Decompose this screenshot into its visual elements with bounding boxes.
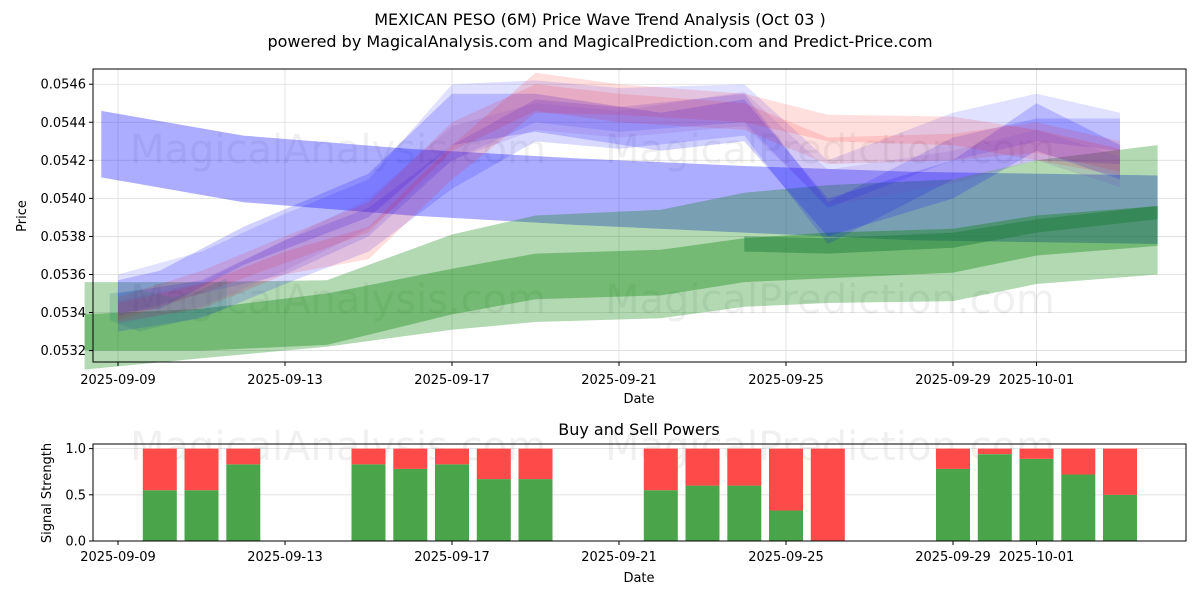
red-wave-1 [118, 72, 1120, 322]
chart-title: MEXICAN PESO (6M) Price Wave Trend Analy… [374, 10, 826, 29]
buy-bar [1103, 494, 1137, 541]
dark-green-core-band [744, 206, 1158, 254]
price-x-tick-label: 2025-09-21 [581, 373, 657, 388]
sell-bar [351, 448, 386, 465]
buy-bar [936, 468, 970, 541]
price-y-tick-label: 0.0538 [41, 230, 87, 245]
price-grid [93, 69, 1186, 362]
price-x-tick-label: 2025-09-29 [915, 373, 991, 388]
price-plot-frame [92, 68, 1187, 363]
sell-bar [142, 448, 177, 491]
price-x-axis-label: Date [623, 392, 654, 407]
price-y-tick-label: 0.0540 [41, 192, 87, 207]
inner-green-band [84, 206, 1158, 351]
sell-bar [936, 448, 970, 469]
watermark: MagicalAnalysis.com [130, 277, 546, 323]
price-x-ticks: 2025-09-09 2025-09-13 2025-09-17 2025-09-21… [80, 362, 1074, 388]
chart-subtitle: powered by MagicalAnalysis.com and Magic… [267, 32, 932, 51]
buy-bar [518, 479, 553, 541]
buy-bar [1019, 458, 1054, 541]
buy-bar [184, 490, 219, 541]
buy-bar [977, 454, 1012, 541]
price-y-ticks: 0.0532 0.0534 0.0536 0.0538 0.0540 0.0542 0.05… [41, 78, 93, 359]
sell-bar [685, 448, 720, 486]
price-plot-background [93, 69, 1186, 362]
blue-wave-1 [118, 93, 1120, 313]
signal-y-tick-label: 1.0 [65, 442, 86, 457]
signal-y-tick-label: 0.5 [65, 488, 86, 503]
watermark: MagicalPrediction.com [605, 277, 1055, 323]
blue-wave-3 [118, 80, 1120, 317]
buy-bar [142, 490, 177, 541]
long-term-blue-band [101, 110, 1158, 245]
sell-bar [643, 448, 678, 491]
signal-plot-frame [92, 443, 1187, 542]
buy-bar [393, 468, 428, 541]
signal-bars [142, 448, 1137, 541]
red-wave-2 [118, 84, 1120, 321]
price-watermarks: MagicalAnalysis.com MagicalPrediction.com… [130, 127, 1055, 323]
buy-bar [643, 490, 678, 541]
signal-x-tick-label: 2025-09-09 [80, 550, 156, 565]
sell-bar [226, 448, 261, 465]
price-y-tick-label: 0.0542 [41, 154, 87, 169]
buy-bar [351, 464, 386, 541]
sell-bar [393, 448, 428, 469]
price-y-tick-label: 0.0534 [41, 306, 87, 321]
signal-panel: Buy and Sell Powers MagicalAnalysis.com M… [40, 420, 1187, 586]
buy-bar [1061, 474, 1096, 541]
signal-y-axis-label: Signal Strength [40, 443, 55, 543]
price-y-axis-label: Price [15, 200, 30, 232]
buy-bar [727, 485, 762, 541]
signal-x-tick-label: 2025-09-13 [247, 550, 323, 565]
blue-wave-2 [118, 93, 1120, 332]
sell-bar [977, 448, 1012, 455]
buy-bar [226, 464, 261, 541]
signal-y-ticks: 0.0 0.5 1.0 [65, 442, 93, 550]
signal-x-tick-label: 2025-09-29 [915, 550, 991, 565]
buy-bar [769, 510, 803, 541]
teal-cluster-start [109, 278, 227, 332]
price-y-tick-label: 0.0546 [41, 78, 87, 93]
signal-chart-title: Buy and Sell Powers [558, 420, 720, 439]
outer-green-band [84, 145, 1158, 370]
price-x-tick-label: 2025-09-09 [80, 373, 156, 388]
price-x-tick-label: 2025-09-25 [748, 373, 824, 388]
signal-x-tick-label: 2025-09-21 [581, 550, 657, 565]
signal-x-axis-label: Date [623, 571, 654, 586]
sell-bar [476, 448, 511, 480]
price-y-tick-label: 0.0544 [41, 116, 87, 131]
price-panel: MagicalAnalysis.com MagicalPrediction.com… [15, 68, 1187, 407]
signal-x-tick-label: 2025-09-17 [414, 550, 490, 565]
sell-bar [810, 448, 845, 541]
watermark: MagicalPrediction.com [605, 127, 1055, 173]
buy-bar [435, 464, 469, 541]
price-x-tick-label: 2025-09-13 [247, 373, 323, 388]
price-y-tick-label: 0.0536 [41, 268, 87, 283]
sell-bar [1019, 448, 1054, 459]
sell-bar [1061, 448, 1096, 475]
buy-bar [476, 479, 511, 541]
signal-x-tick-label: 2025-10-01 [999, 550, 1075, 565]
sell-bar [727, 448, 762, 486]
price-x-tick-label: 2025-09-17 [414, 373, 490, 388]
price-y-tick-label: 0.0532 [41, 344, 87, 359]
sell-bar [518, 448, 553, 480]
watermark: MagicalAnalysis.com [130, 127, 546, 173]
sell-bar [769, 448, 803, 511]
price-x-tick-label: 2025-10-01 [999, 373, 1075, 388]
price-bands [84, 72, 1158, 370]
sell-bar [1103, 448, 1137, 495]
signal-x-tick-label: 2025-09-25 [748, 550, 824, 565]
signal-y-tick-label: 0.0 [65, 535, 86, 550]
sell-bar [435, 448, 469, 465]
buy-bar [685, 485, 720, 541]
sell-bar [184, 448, 219, 491]
signal-x-ticks: 2025-09-09 2025-09-13 2025-09-17 2025-09-21… [80, 541, 1074, 565]
